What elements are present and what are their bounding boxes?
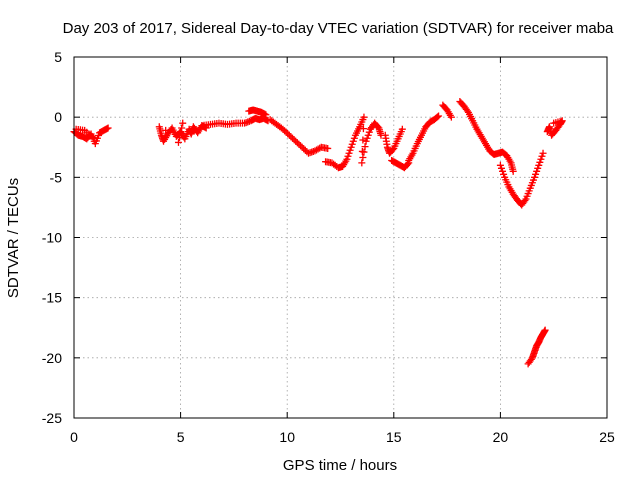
- x-tick-label: 0: [70, 429, 78, 445]
- data-point: [343, 155, 351, 163]
- data-point: [365, 128, 373, 136]
- y-tick-label: -20: [42, 350, 62, 366]
- data-point: [531, 173, 539, 181]
- data-point: [293, 139, 301, 147]
- data-point: [535, 161, 543, 169]
- data-point: [282, 128, 290, 136]
- data-point: [279, 125, 287, 133]
- data-point: [281, 127, 289, 135]
- y-tick-label: -25: [42, 410, 62, 426]
- data-point: [463, 107, 471, 115]
- data-point: [363, 134, 371, 142]
- data-point: [89, 134, 97, 142]
- y-tick-label: -10: [42, 230, 62, 246]
- x-tick-label: 15: [386, 429, 402, 445]
- data-point: [550, 119, 558, 127]
- data-point: [360, 113, 368, 121]
- data-point: [162, 126, 170, 134]
- data-point: [301, 146, 309, 154]
- data-point: [536, 158, 544, 166]
- chart-title: Day 203 of 2017, Sidereal Day-to-day VTE…: [63, 20, 614, 37]
- x-tick-label: 20: [493, 429, 509, 445]
- y-tick-label: -5: [50, 169, 63, 185]
- data-point: [176, 134, 184, 142]
- data-point: [434, 113, 442, 121]
- data-point: [350, 134, 358, 142]
- data-point: [345, 149, 353, 157]
- data-point: [174, 138, 182, 146]
- data-point: [290, 136, 298, 144]
- data-point: [179, 119, 187, 127]
- data-point: [361, 143, 369, 151]
- data-point: [292, 137, 300, 145]
- x-tick-label: 10: [279, 429, 295, 445]
- grid: [74, 57, 607, 418]
- data-point: [348, 140, 356, 148]
- x-tick-label: 25: [599, 429, 615, 445]
- data-point: [349, 137, 357, 145]
- data-point: [532, 170, 540, 178]
- data-point: [404, 160, 412, 168]
- data-point: [364, 131, 372, 139]
- data-point: [295, 140, 303, 148]
- y-tick-label: 5: [54, 49, 62, 65]
- data-point: [284, 130, 292, 138]
- data-point: [435, 112, 443, 120]
- data-point: [541, 326, 549, 334]
- data-point: [360, 148, 368, 156]
- data-point: [358, 159, 366, 167]
- data-point: [359, 153, 367, 161]
- data-point: [534, 164, 542, 172]
- data-point: [521, 196, 529, 204]
- data-point: [537, 155, 545, 163]
- data-point: [500, 170, 508, 178]
- axis-ticks: 0 5 10 15 20 25 5 0 -5 -10 -15 -20 -25: [42, 49, 615, 445]
- data-point: [496, 161, 504, 169]
- data-point: [324, 144, 332, 152]
- data-point: [347, 143, 355, 151]
- y-axis-title: SDTVAR / TECUs: [5, 178, 22, 298]
- data-point: [178, 124, 186, 132]
- data-point: [297, 142, 305, 150]
- data-point: [398, 125, 406, 133]
- data-point: [285, 131, 293, 139]
- data-point: [497, 164, 505, 172]
- plot-frame: [73, 56, 608, 419]
- data-point: [346, 146, 354, 154]
- data-point: [538, 152, 546, 160]
- data-point: [359, 136, 367, 144]
- data-point: [533, 167, 541, 175]
- data-point: [374, 123, 382, 131]
- data-point: [527, 355, 535, 363]
- data-point: [298, 143, 306, 151]
- x-tick-label: 5: [177, 429, 185, 445]
- data-point: [177, 129, 185, 137]
- data-point: [344, 152, 352, 160]
- data-point: [359, 125, 367, 133]
- y-tick-label: 0: [54, 109, 62, 125]
- x-axis-title: GPS time / hours: [283, 457, 397, 474]
- data-point: [362, 137, 370, 145]
- data-point: [289, 134, 297, 142]
- data-point: [287, 133, 295, 141]
- data-point: [262, 111, 270, 119]
- data-point: [499, 167, 507, 175]
- data-point: [104, 124, 112, 132]
- data-point: [389, 146, 397, 154]
- data-points: [70, 98, 566, 368]
- data-point: [447, 113, 455, 121]
- data-point: [539, 149, 547, 157]
- y-tick-label: -15: [42, 290, 62, 306]
- data-point: [300, 145, 308, 153]
- data-point: [509, 167, 517, 175]
